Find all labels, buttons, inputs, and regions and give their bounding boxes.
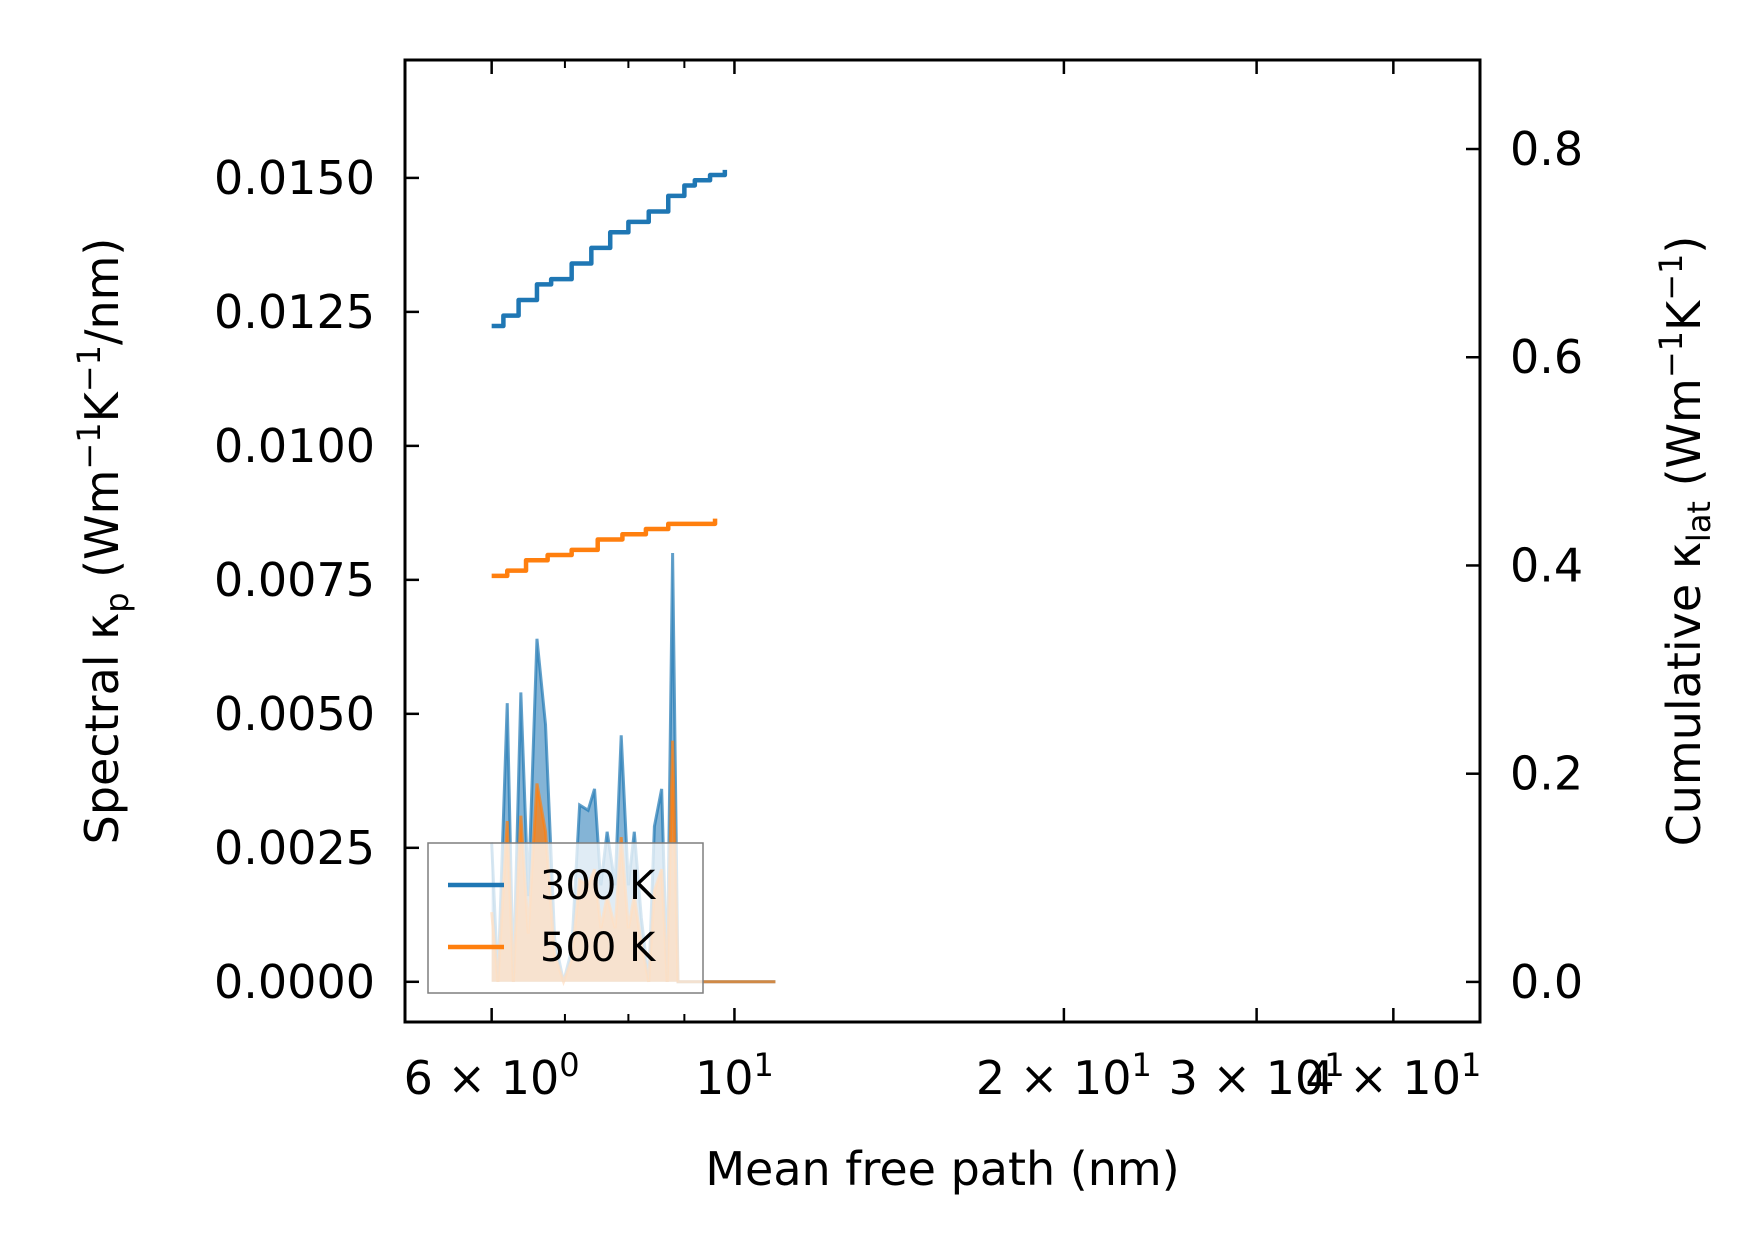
x-tick-base: 10 bbox=[501, 1051, 560, 1105]
y-left-axis-title: Spectral κp (Wm−1K−1/nm) bbox=[70, 238, 136, 845]
x-tick-base: 10 bbox=[1266, 1051, 1325, 1105]
y-right-tick-label: 0.8 bbox=[1510, 122, 1583, 176]
x-tick-mantissa: 4 bbox=[1305, 1051, 1334, 1105]
y-left-axis-title-units: K bbox=[75, 390, 129, 422]
x-tick-exponent: 1 bbox=[754, 1046, 774, 1084]
y-left-axis-title-units: (Wm bbox=[75, 470, 129, 593]
x-tick-exponent: 1 bbox=[1132, 1046, 1152, 1084]
y-left-tick-label: 0.0100 bbox=[214, 419, 375, 473]
x-tick-label: 3 × 101 bbox=[1169, 1046, 1345, 1105]
y-right-tick-label: 0.6 bbox=[1510, 330, 1583, 384]
y-left-axis-title-subscript: p bbox=[98, 592, 136, 612]
y-right-axis-title-units: K bbox=[1657, 299, 1711, 331]
y-right-axis-title-superscript: −1 bbox=[1652, 331, 1690, 378]
y-right-axis-title-subscript: lat bbox=[1680, 501, 1718, 542]
x-tick-base: 10 bbox=[1402, 1051, 1461, 1105]
x-tick-label: 4 × 101 bbox=[1305, 1046, 1481, 1105]
y-left-tick-label: 0.0000 bbox=[214, 955, 375, 1009]
x-tick-exponent: 1 bbox=[1461, 1046, 1481, 1084]
x-tick-label: 6 × 100 bbox=[404, 1046, 580, 1105]
y-right-axis-title-main: Cumulative κ bbox=[1657, 542, 1711, 846]
y-left-axis-title-units: /nm) bbox=[75, 238, 129, 345]
x-tick-times: × bbox=[1198, 1051, 1266, 1105]
x-tick-mantissa: 6 bbox=[404, 1051, 433, 1105]
y-left-axis-title-main: Spectral κ bbox=[75, 613, 129, 845]
x-tick-times: × bbox=[433, 1051, 501, 1105]
cumulative-line-300k bbox=[491, 169, 728, 329]
y-right-axis-title: Cumulative κlat (Wm−1K−1) bbox=[1652, 236, 1718, 847]
y-right-tick-label: 0.2 bbox=[1510, 747, 1583, 801]
x-tick-base: 10 bbox=[1073, 1051, 1132, 1105]
y-right-tick-label: 0.4 bbox=[1510, 538, 1583, 592]
legend-box bbox=[427, 842, 704, 994]
y-left-tick-label: 0.0150 bbox=[214, 151, 375, 205]
x-axis-title: Mean free path (nm) bbox=[705, 1142, 1179, 1196]
y-left-axis-title-superscript: −1 bbox=[70, 345, 108, 392]
x-tick-times: × bbox=[1005, 1051, 1073, 1105]
y-left-tick-label: 0.0075 bbox=[214, 553, 375, 607]
cumulative-line-500k bbox=[491, 518, 718, 579]
x-tick-exponent: 1 bbox=[1324, 1046, 1344, 1084]
legend-label-300k: 300 K bbox=[540, 863, 657, 909]
y-left-tick-label: 0.0125 bbox=[214, 285, 375, 339]
y-left-tick-label: 0.0050 bbox=[214, 687, 375, 741]
x-tick-label: 101 bbox=[695, 1046, 774, 1105]
y-left-axis-title-superscript: −1 bbox=[70, 422, 108, 469]
x-tick-times: × bbox=[1335, 1051, 1403, 1105]
y-right-axis-title-units: ) bbox=[1657, 236, 1711, 254]
legend-label-500k: 500 K bbox=[540, 925, 657, 971]
x-tick-mantissa: 3 bbox=[1169, 1051, 1198, 1105]
x-tick-mantissa: 2 bbox=[976, 1051, 1005, 1105]
x-tick-label: 2 × 101 bbox=[976, 1046, 1152, 1105]
y-right-axis-title-units: (Wm bbox=[1657, 378, 1711, 501]
x-tick-exponent: 0 bbox=[559, 1046, 579, 1084]
y-right-axis-title-superscript: −1 bbox=[1652, 254, 1690, 301]
x-tick-base: 10 bbox=[695, 1051, 754, 1105]
legend[interactable]: 300 K 500 K bbox=[427, 842, 704, 994]
y-right-tick-label: 0.0 bbox=[1510, 955, 1583, 1009]
y-left-tick-label: 0.0025 bbox=[214, 821, 375, 875]
axes-frame bbox=[403, 58, 1482, 1024]
